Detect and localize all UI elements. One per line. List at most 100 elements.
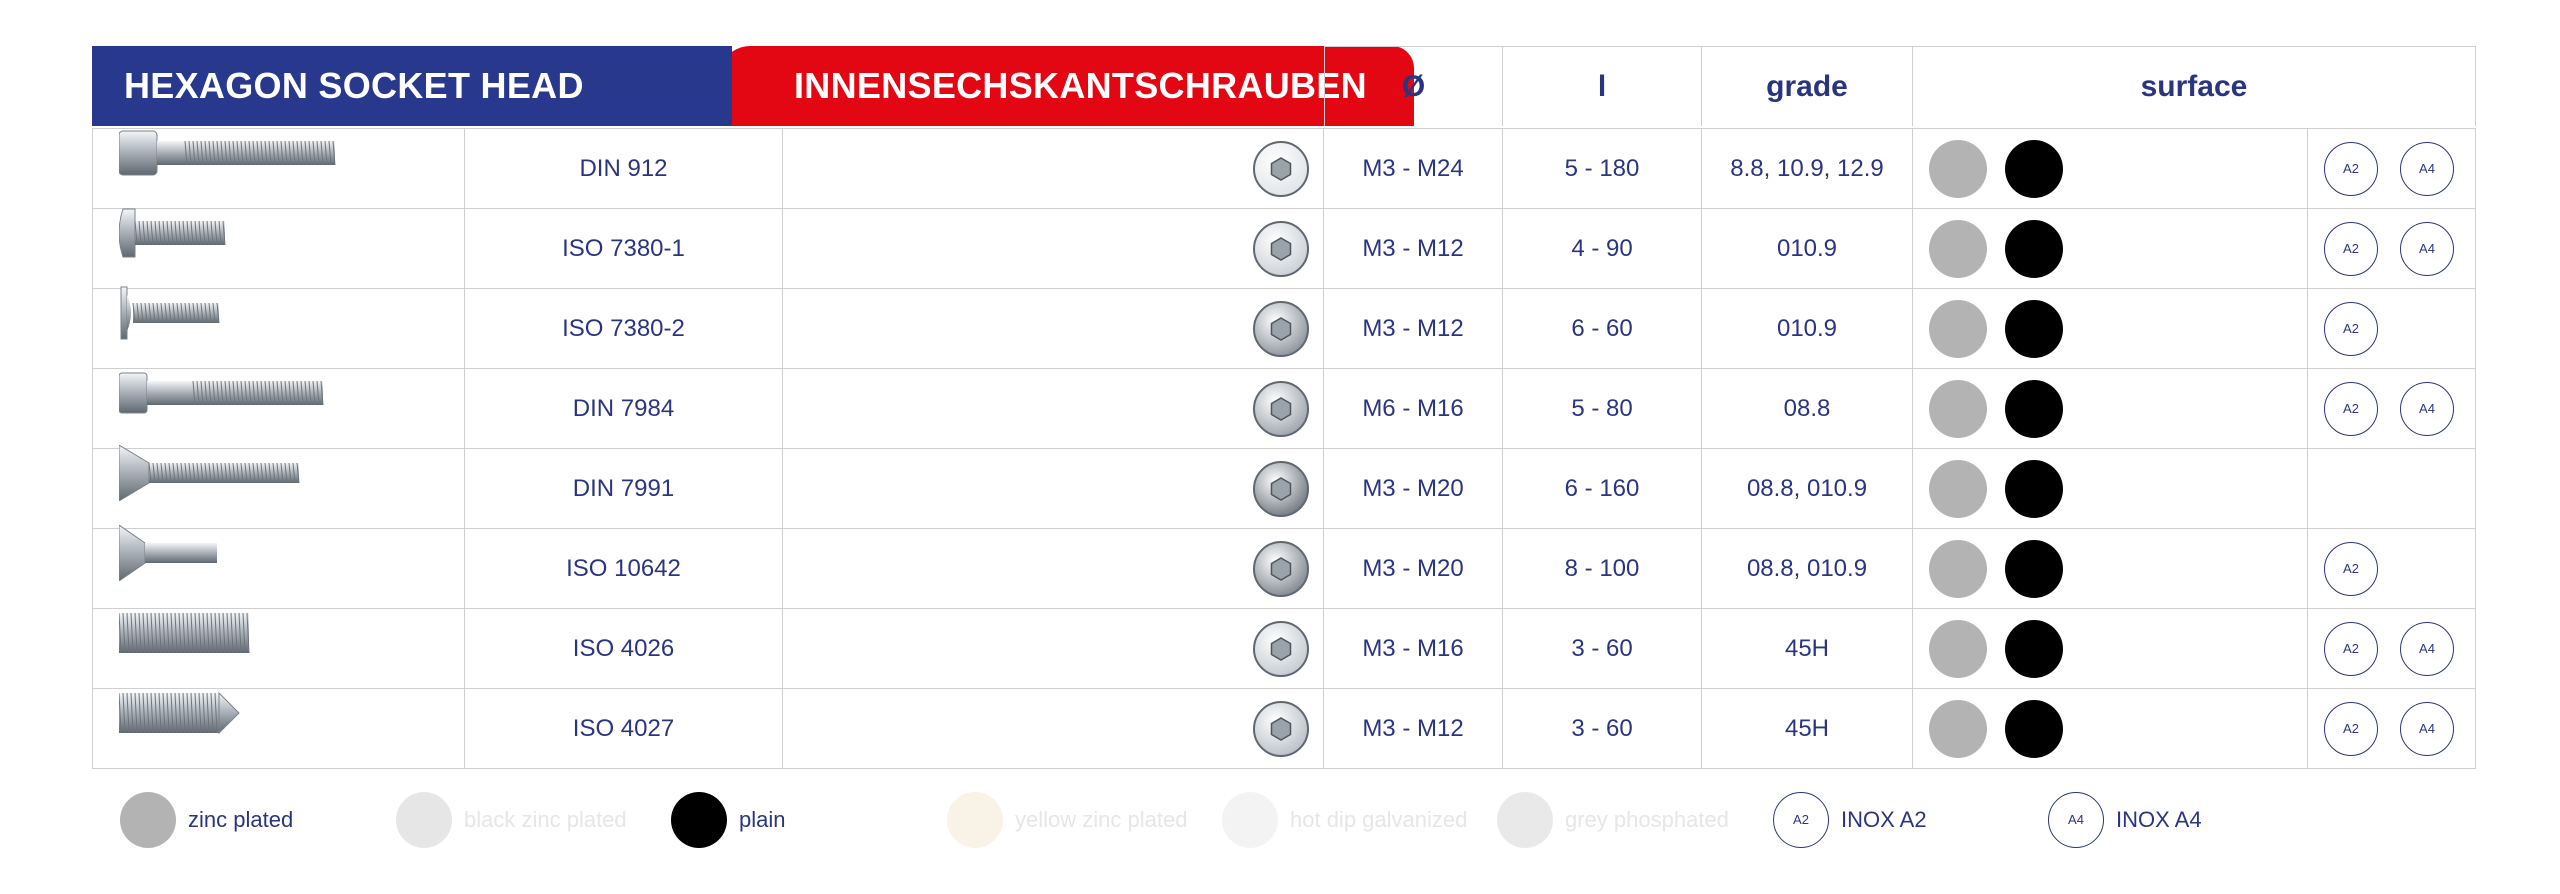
legend-label: zinc plated <box>188 807 294 832</box>
hex-socket-head-icon <box>1253 380 1309 437</box>
legend-swatch <box>947 792 1003 848</box>
header-surface: surface <box>1912 46 2476 126</box>
zinc-plated-dot <box>1929 459 1987 518</box>
table-row: ISO 4026 M3 - M16 3 - 60 45H A2 A4 <box>93 609 2476 689</box>
inox-badge: A4 <box>2400 701 2454 756</box>
head-image-cell <box>783 689 1324 768</box>
standard-cell: DIN 7984 <box>465 369 783 448</box>
inox-badge: A4 <box>2400 141 2454 196</box>
table-body: DIN 912 M3 - M24 5 - 180 8.8, 10.9, 12.9 A2 A… <box>92 128 2476 769</box>
hex-socket-head-icon <box>1253 620 1309 677</box>
diameter-cell: M3 - M12 <box>1324 209 1503 288</box>
table-row: ISO 7380-1 M3 - M12 4 - 90 010.9 A2 A4 <box>93 208 2476 289</box>
plain-dot <box>2005 539 2063 598</box>
diameter-cell: M3 - M12 <box>1324 689 1503 768</box>
plain-dot <box>2005 299 2063 358</box>
standard-cell: ISO 7380-1 <box>465 209 783 288</box>
plain-dot <box>2005 139 2063 198</box>
head-image-cell <box>783 289 1324 368</box>
inox-badge: A4 <box>2400 621 2454 676</box>
hex-socket-head-icon <box>1253 540 1309 597</box>
surface-cell <box>1913 689 2308 768</box>
head-image-cell <box>783 369 1324 448</box>
standard-cell: DIN 912 <box>465 129 783 208</box>
table-row: DIN 7991 M3 - M20 6 - 160 08.8, 010.9 <box>93 443 2476 529</box>
table-header: INNENSECHSKANTSCHRAUBEN HEXAGON SOCKET H… <box>92 46 2476 186</box>
inox-badge: A2 <box>2324 701 2378 756</box>
inox-cell: A2 A4 <box>2308 209 2476 288</box>
table-row: DIN 912 M3 - M24 5 - 180 8.8, 10.9, 12.9 A2 A… <box>93 129 2476 209</box>
product-table: INNENSECHSKANTSCHRAUBEN HEXAGON SOCKET H… <box>92 46 2476 769</box>
screw-image-cell <box>93 208 465 288</box>
length-cell: 5 - 80 <box>1503 369 1702 448</box>
button-head-screw-icon <box>118 205 239 293</box>
screw-image-cell <box>93 609 465 688</box>
inox-badge: A2 <box>2324 541 2378 596</box>
diameter-cell: M3 - M16 <box>1324 609 1503 688</box>
grade-cell: 010.9 <box>1702 209 1913 288</box>
standard-cell: ISO 7380-2 <box>465 289 783 368</box>
hex-socket-head-icon <box>1253 700 1309 757</box>
legend-inox-badge: A2 <box>1773 792 1829 848</box>
inox-badge: A2 <box>2324 381 2378 436</box>
inox-cell: A2 A4 <box>2308 369 2476 448</box>
hex-socket-head-icon <box>1253 220 1309 277</box>
legend-label: yellow zinc plated <box>1015 807 1188 832</box>
inox-badge: A2 <box>2324 221 2378 276</box>
screw-image-cell <box>93 286 465 368</box>
length-cell: 6 - 160 <box>1503 449 1702 528</box>
inox-badge: A4 <box>2400 221 2454 276</box>
surface-legend: zinc plated black zinc plated plain yellow … <box>0 790 2560 850</box>
socket-cap-screw-icon <box>118 125 349 213</box>
screw-image-cell <box>93 523 465 608</box>
table-row: ISO 4027 M3 - M12 3 - 60 45H A2 A4 <box>93 689 2476 769</box>
standard-cell: ISO 4027 <box>465 689 783 768</box>
length-cell: 5 - 180 <box>1503 129 1702 208</box>
grade-cell: 08.8, 010.9 <box>1702 529 1913 608</box>
diameter-cell: M6 - M16 <box>1324 369 1503 448</box>
inox-cell: A2 A4 <box>2308 129 2476 208</box>
legend-swatch <box>1497 792 1553 848</box>
zinc-plated-dot <box>1929 379 1987 438</box>
surface-cell <box>1913 609 2308 688</box>
low-head-cap-screw-icon <box>118 365 329 453</box>
surface-cell <box>1913 529 2308 608</box>
head-image-cell <box>783 209 1324 288</box>
inox-badge: A2 <box>2324 141 2378 196</box>
header-diameter: Ø <box>1324 46 1502 126</box>
surface-cell <box>1913 289 2308 368</box>
inox-cell: A2 A4 <box>2308 689 2476 768</box>
zinc-plated-dot <box>1929 539 1987 598</box>
screw-image-cell <box>93 689 465 768</box>
legend-swatch <box>1222 792 1278 848</box>
inox-cell <box>2308 449 2476 528</box>
countersunk-screw-icon <box>118 443 349 533</box>
grade-cell: 45H <box>1702 609 1913 688</box>
legend-label: hot dip galvanized <box>1290 807 1468 832</box>
header-grade: grade <box>1701 46 1912 126</box>
head-image-cell <box>783 449 1324 528</box>
standard-cell: ISO 10642 <box>465 529 783 608</box>
legend-inox-badge: A4 <box>2048 792 2104 848</box>
inox-badge: A2 <box>2324 621 2378 676</box>
length-cell: 4 - 90 <box>1503 209 1702 288</box>
zinc-plated-dot <box>1929 139 1987 198</box>
inox-cell: A2 <box>2308 529 2476 608</box>
plain-dot <box>2005 459 2063 518</box>
table-row: ISO 10642 M3 - M20 8 - 100 08.8, 010.9 A2 <box>93 523 2476 609</box>
length-cell: 6 - 60 <box>1503 289 1702 368</box>
zinc-plated-dot <box>1929 699 1987 758</box>
diameter-cell: M3 - M12 <box>1324 289 1503 368</box>
surface-cell <box>1913 369 2308 448</box>
surface-cell <box>1913 129 2308 208</box>
zinc-plated-dot <box>1929 299 1987 358</box>
head-image-cell <box>783 529 1324 608</box>
diameter-cell: M3 - M24 <box>1324 129 1503 208</box>
length-cell: 3 - 60 <box>1503 609 1702 688</box>
inox-cell: A2 <box>2308 289 2476 368</box>
head-image-cell <box>783 129 1324 208</box>
plain-dot <box>2005 699 2063 758</box>
grade-cell: 010.9 <box>1702 289 1913 368</box>
length-cell: 3 - 60 <box>1503 689 1702 768</box>
screw-image-cell <box>93 369 465 448</box>
